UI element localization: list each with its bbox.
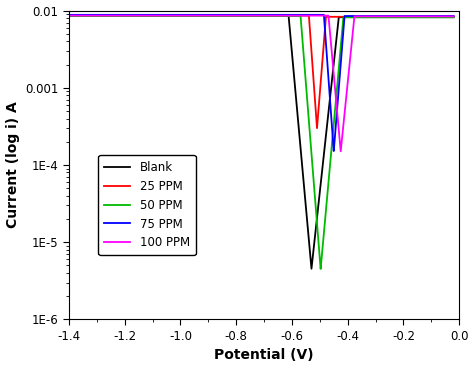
- 25 PPM: [451, 15, 456, 19]
- 100 PPM: [338, 149, 344, 153]
- 100 PPM: [213, 13, 219, 18]
- 50 PPM: [66, 14, 72, 18]
- 25 PPM: [136, 13, 142, 18]
- 50 PPM: [316, 247, 322, 252]
- 50 PPM: [136, 14, 142, 18]
- 100 PPM: [316, 13, 322, 18]
- Line: 100 PPM: 100 PPM: [69, 15, 454, 151]
- Line: Blank: Blank: [69, 16, 454, 269]
- 25 PPM: [316, 99, 322, 103]
- 25 PPM: [383, 15, 388, 19]
- Y-axis label: Current (log i) A: Current (log i) A: [6, 102, 19, 229]
- Blank: [136, 14, 142, 18]
- 75 PPM: [213, 13, 219, 17]
- 25 PPM: [213, 13, 219, 18]
- 50 PPM: [297, 14, 302, 18]
- 25 PPM: [66, 13, 72, 18]
- 75 PPM: [331, 149, 337, 153]
- 75 PPM: [316, 13, 322, 17]
- 75 PPM: [66, 13, 72, 17]
- 75 PPM: [136, 13, 142, 17]
- 100 PPM: [353, 14, 359, 19]
- Blank: [66, 14, 72, 18]
- 50 PPM: [213, 14, 219, 18]
- Line: 50 PPM: 50 PPM: [69, 16, 454, 269]
- 25 PPM: [297, 13, 302, 18]
- 50 PPM: [353, 15, 359, 20]
- 75 PPM: [383, 14, 388, 18]
- 25 PPM: [314, 126, 320, 130]
- X-axis label: Potential (V): Potential (V): [214, 348, 314, 362]
- Blank: [383, 15, 388, 20]
- Line: 75 PPM: 75 PPM: [69, 15, 454, 151]
- 75 PPM: [451, 14, 456, 18]
- Blank: [297, 136, 302, 140]
- Blank: [316, 195, 322, 200]
- 100 PPM: [451, 14, 456, 19]
- Blank: [309, 266, 314, 271]
- 50 PPM: [318, 267, 323, 271]
- 100 PPM: [383, 14, 388, 19]
- Blank: [353, 15, 359, 20]
- 100 PPM: [66, 13, 72, 18]
- Blank: [213, 14, 219, 18]
- Blank: [451, 15, 456, 20]
- Line: 25 PPM: 25 PPM: [69, 15, 454, 128]
- 100 PPM: [297, 13, 302, 18]
- 50 PPM: [451, 15, 456, 20]
- Legend: Blank, 25 PPM, 50 PPM, 75 PPM, 100 PPM: Blank, 25 PPM, 50 PPM, 75 PPM, 100 PPM: [98, 155, 196, 255]
- 75 PPM: [297, 13, 302, 17]
- 25 PPM: [353, 15, 359, 19]
- 50 PPM: [383, 15, 388, 20]
- 100 PPM: [136, 13, 142, 18]
- 75 PPM: [353, 14, 359, 18]
